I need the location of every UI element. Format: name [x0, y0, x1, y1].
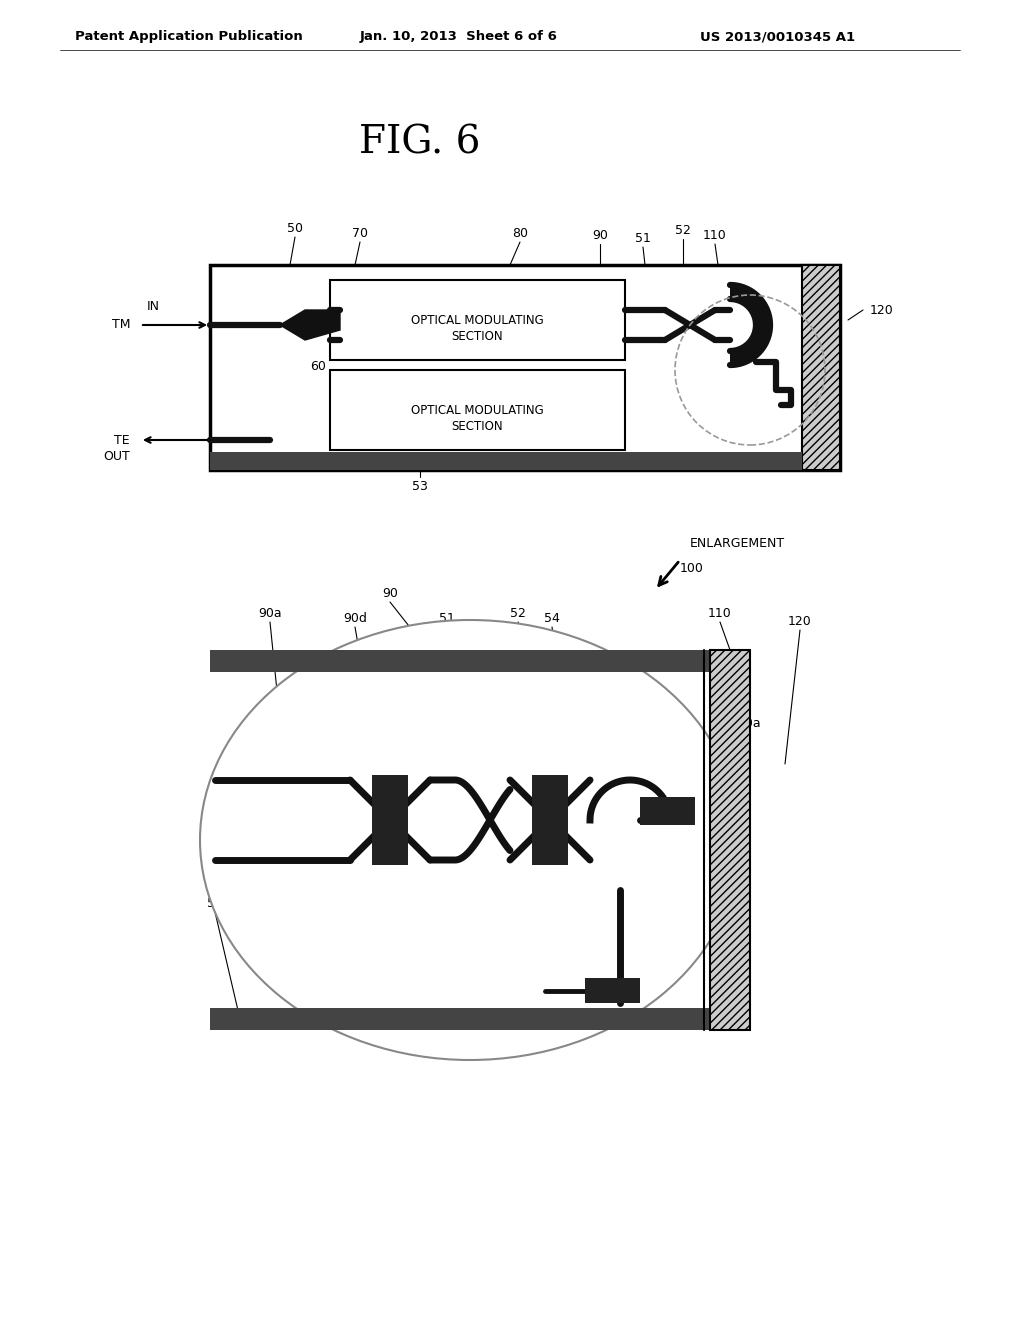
Ellipse shape: [200, 620, 740, 1060]
Bar: [640, 797, 695, 825]
Text: 53: 53: [207, 898, 223, 909]
Text: TM: TM: [112, 318, 130, 331]
Bar: [330, 280, 625, 360]
Text: SECTION: SECTION: [452, 421, 503, 433]
Bar: [210, 451, 802, 470]
Text: 52: 52: [675, 224, 691, 238]
Text: 90c: 90c: [403, 913, 426, 927]
Bar: [210, 265, 840, 470]
Text: 55: 55: [417, 962, 433, 975]
Bar: [802, 265, 840, 470]
Text: 100: 100: [498, 1008, 522, 1022]
Polygon shape: [730, 285, 770, 366]
Text: 110: 110: [703, 228, 727, 242]
Text: 90: 90: [592, 228, 608, 242]
Text: 80: 80: [512, 227, 528, 240]
Text: US 2013/0010345 A1: US 2013/0010345 A1: [700, 30, 855, 44]
Text: OPTICAL MODULATING: OPTICAL MODULATING: [411, 404, 544, 417]
Text: FIG. 6: FIG. 6: [359, 125, 480, 162]
Bar: [210, 649, 710, 672]
Text: 90: 90: [382, 587, 398, 601]
Text: 120: 120: [788, 615, 812, 628]
Text: Jan. 10, 2013  Sheet 6 of 6: Jan. 10, 2013 Sheet 6 of 6: [360, 30, 558, 44]
Text: 100: 100: [680, 562, 703, 576]
Text: IN: IN: [147, 301, 160, 314]
Text: Patent Application Publication: Patent Application Publication: [75, 30, 303, 44]
Text: 100b: 100b: [544, 969, 575, 982]
Text: 51: 51: [439, 612, 455, 624]
Text: 120: 120: [870, 304, 894, 317]
Text: 110: 110: [709, 607, 732, 620]
Text: OUT: OUT: [103, 450, 130, 463]
Text: 90d: 90d: [343, 612, 367, 624]
Text: SECTION: SECTION: [452, 330, 503, 343]
Text: 70: 70: [352, 227, 368, 240]
Text: 100c: 100c: [574, 989, 605, 1002]
Text: 51: 51: [635, 232, 651, 246]
Bar: [585, 978, 640, 1003]
Text: 90a: 90a: [258, 607, 282, 620]
Text: 90b: 90b: [328, 912, 352, 925]
Bar: [330, 370, 625, 450]
Bar: [210, 1008, 710, 1030]
Text: 52: 52: [510, 607, 526, 620]
Text: 60: 60: [310, 360, 326, 374]
Polygon shape: [280, 310, 340, 341]
Text: OPTICAL MODULATING: OPTICAL MODULATING: [411, 314, 544, 326]
Bar: [532, 775, 568, 865]
Text: 54: 54: [544, 612, 560, 624]
Text: ENLARGEMENT: ENLARGEMENT: [690, 537, 785, 550]
Text: 50: 50: [287, 222, 303, 235]
Bar: [710, 649, 750, 1030]
Text: 100a: 100a: [730, 717, 762, 730]
Text: 53: 53: [412, 480, 428, 492]
Text: TE: TE: [115, 433, 130, 446]
Bar: [372, 775, 408, 865]
